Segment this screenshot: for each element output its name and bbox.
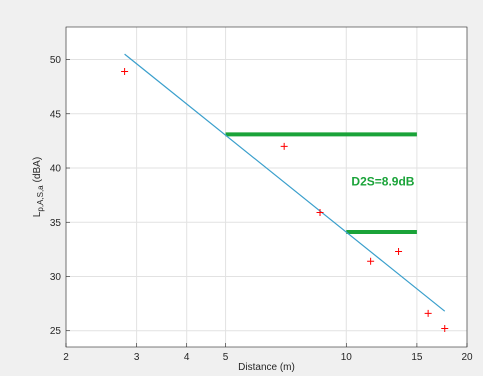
svg-text:Lp,A,S,a(dBA): Lp,A,S,a (dBA) [32, 157, 45, 217]
grid [65, 27, 468, 347]
y-tick-label: 35 [50, 218, 62, 229]
y-tick-label: 30 [50, 272, 62, 283]
y-tick-label: 40 [50, 164, 62, 175]
x-tick-label: 10 [341, 352, 353, 363]
x-tick-label: 20 [461, 352, 473, 363]
y-axis-label-main: L [32, 211, 43, 217]
x-tick-label: 4 [184, 352, 190, 363]
plot-frame [65, 26, 468, 348]
y-axis-label-subscript: p,A,S,a [36, 185, 45, 212]
annotation-d2s: D2S=8.9dB [351, 174, 414, 188]
data-point [424, 309, 432, 317]
data-point [316, 208, 324, 216]
data-points [121, 67, 449, 333]
x-tick-label: 5 [223, 352, 229, 363]
data-point [121, 67, 129, 75]
y-tick-label: 45 [50, 109, 62, 120]
y-tick-labels: 25 30 35 40 45 50 [50, 55, 62, 337]
y-tick-label: 50 [50, 55, 62, 66]
x-tick-labels: 2 3 4 5 10 15 20 [63, 352, 473, 363]
y-axis-label: Lp,A,S,a (dBA) [32, 157, 45, 217]
fit-line [124, 53, 446, 312]
fit-line-segment [124, 53, 446, 312]
data-point [395, 248, 403, 256]
x-tick-label: 15 [411, 352, 423, 363]
x-axis-label: Distance (m) [238, 362, 295, 373]
y-tick-label: 25 [50, 326, 62, 337]
x-tick-label: 2 [63, 352, 69, 363]
data-point [367, 257, 375, 265]
level-lines [225, 132, 417, 235]
data-point [441, 325, 449, 333]
x-tick-label: 3 [134, 352, 140, 363]
data-point [280, 142, 288, 150]
y-axis-label-unit: (dBA) [32, 157, 43, 183]
plot-area [66, 27, 467, 347]
